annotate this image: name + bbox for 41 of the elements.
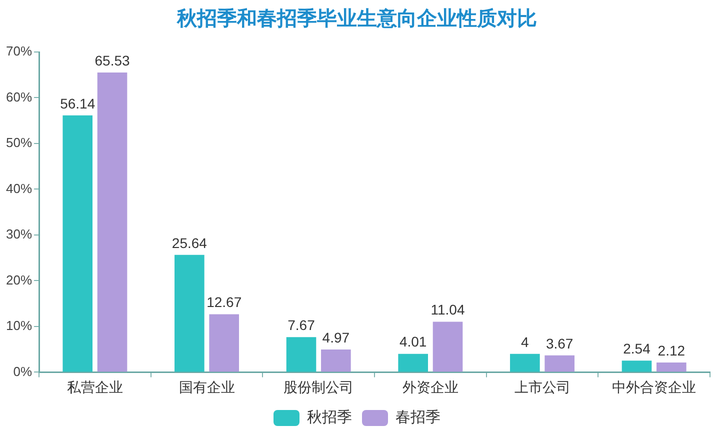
data-label: 2.12 — [658, 342, 686, 358]
data-label: 11.04 — [430, 302, 465, 318]
y-tick-label: 30% — [6, 226, 32, 242]
data-label: 25.64 — [172, 234, 208, 251]
data-label: 7.67 — [288, 316, 316, 333]
x-tick-label: 私营企业 — [66, 380, 123, 396]
bar — [286, 337, 316, 372]
bar — [97, 72, 128, 372]
data-label: 3.67 — [546, 335, 574, 352]
legend-label: 秋招季 — [307, 408, 352, 426]
y-tick-label: 10% — [6, 318, 32, 334]
bar — [398, 354, 428, 372]
chart-title: 秋招季和春招季毕业生意向企业性质对比 — [176, 6, 537, 30]
y-tick-label: 40% — [6, 180, 32, 196]
y-tick-label: 70% — [6, 44, 32, 59]
bar — [544, 355, 574, 372]
x-tick-label: 中外合资企业 — [612, 380, 696, 396]
data-label: 12.67 — [206, 294, 242, 310]
data-label: 4.97 — [322, 329, 350, 346]
y-tick-label: 60% — [6, 89, 32, 104]
bar — [321, 349, 351, 372]
bar — [622, 360, 652, 372]
data-label: 2.54 — [623, 340, 651, 356]
x-tick-label: 外资企业 — [402, 380, 458, 396]
x-tick-label: 股份制公司 — [284, 380, 354, 396]
data-label: 4 — [521, 334, 530, 350]
bar — [432, 322, 463, 372]
data-label: 65.53 — [94, 52, 130, 68]
bar — [656, 362, 686, 372]
x-tick-label: 国有企业 — [178, 380, 235, 396]
bar — [510, 354, 540, 372]
bar — [62, 115, 93, 372]
y-tick-label: 50% — [6, 135, 32, 150]
data-label: 56.14 — [60, 95, 96, 112]
y-tick-label: 20% — [6, 272, 32, 288]
bar — [209, 314, 240, 372]
bar — [174, 254, 204, 372]
y-tick-label: 0% — [13, 364, 32, 379]
data-label: 4.01 — [399, 334, 427, 350]
x-tick-label: 上市公司 — [514, 380, 570, 396]
legend-label: 春招季 — [396, 408, 440, 426]
